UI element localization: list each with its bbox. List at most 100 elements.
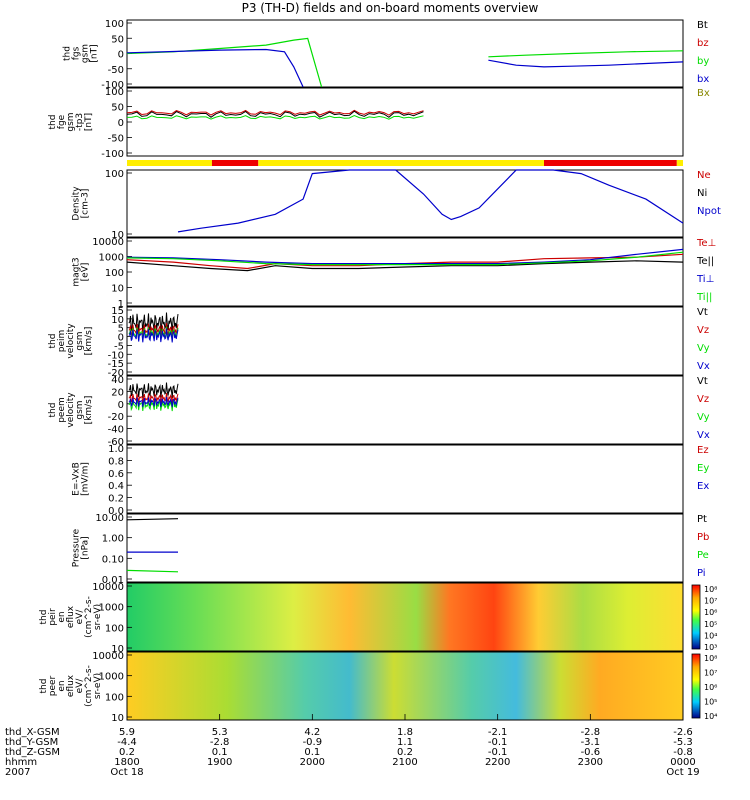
y-tick-label: 20 [111,387,124,398]
panel-frame [126,444,684,514]
colorbar-tick: 10⁴ [704,712,717,721]
x-tick-value: 2000 [300,757,325,768]
y-tick-label: -50 [108,134,124,145]
y-tick-label: -15 [108,359,124,370]
legend-entry: Ti⊥ [696,274,714,285]
legend-entry: by [697,56,709,67]
y-tick-label: 0.01 [102,575,124,586]
x-tick-value: 1.8 [397,727,413,738]
y-tick-label: 0 [118,50,124,61]
panel-efield: 1.00.8 0.60.4 0.20.0 E=-VxB [mV/m] Ez Ey Ex [72,444,710,517]
y-axis-label: Density [72,186,82,221]
x-tick-value: -0.6 [581,747,601,758]
legend-entry: Te⊥ [696,238,716,249]
legend-entry: Npot [697,206,721,217]
panel-pressure: 10.00 1.00 0.10 0.01 Pressure [nPa] Pt Pb Pe Pi [72,513,710,586]
y-tick-label: 1.0 [108,444,124,455]
legend-entry: Pt [697,514,707,525]
y-axis-label: thd [39,679,49,694]
fge-green-trace [126,114,424,120]
y-axis-label: thd [48,115,58,130]
y-tick-label: 1 [118,299,124,310]
y-axis-label: [nT] [90,44,100,62]
mode-bar-segment [211,160,259,166]
y-tick-label: 0.0 [108,506,124,517]
colorbar-tick: 10⁶ [704,608,717,617]
y-tick-label: 0.4 [108,481,124,492]
x-tick-value: 1800 [114,757,139,768]
colorbar-tick: 10⁸ [704,585,717,594]
y-tick-label: 10 [111,284,124,295]
panel-frame [126,169,684,238]
series-temp-line [126,251,684,266]
mode-bar-segment [258,160,544,166]
x-tick-value: -5.3 [673,737,693,748]
colorbar-tick: 10⁷ [704,669,717,678]
x-tick-value: -2.1 [488,727,508,738]
y-axis-label: gsm [81,44,91,63]
y-tick-label: -60 [108,437,124,448]
x-tick-value: -2.8 [581,727,601,738]
series-temp-line [126,248,684,265]
y-tick-label: 100 [105,623,124,634]
y-axis-label: en [57,680,67,691]
y-axis-label: peir [48,608,58,626]
x-tick-value: -3.1 [581,737,601,748]
y-tick-label: -20 [108,368,124,379]
fge-red-trace [126,109,424,116]
y-tick-label: -50 [108,65,124,76]
panel-frame [126,513,684,583]
x-tick-value: 0000 [670,757,695,768]
peem-vx-trace [128,396,179,408]
panel-peer: 10⁸ 10⁷ 10⁶ 10⁵ 10⁴ 10000 1000 100 10 thd peer en ef… [39,651,717,724]
legend-entry: Bt [697,20,708,31]
y-axis-label: [mV/m] [81,462,91,496]
y-axis-label: Pressure [72,528,82,567]
panel-temp: 10000 1000 100 10 1 magt3 [eV] Te⊥ Te|| Ti⊥ Ti|| [72,237,717,310]
y-axis-label: (cm^2-s- [84,596,94,638]
x-tick-value: 0.2 [119,747,135,758]
peim-vx-trace [128,328,179,343]
y-axis-label: [km/s] [84,396,94,425]
y-tick-label: 100 [105,692,124,703]
series-fgs-line [126,37,323,88]
y-tick-label: -5 [114,341,124,352]
x-tick-value: 2200 [485,757,510,768]
y-tick-label: -20 [108,412,124,423]
y-tick-label: 1000 [99,603,124,614]
legend-entry: Ex [697,481,709,492]
y-tick-label: 10000 [92,651,124,662]
y-axis-label: [km/s] [84,327,94,356]
series-pressure-line [126,518,179,521]
legend-entry: Vz [697,325,709,336]
x-tick-value: -2.6 [673,727,693,738]
legend-entry: Vt [697,376,708,387]
y-tick-label: 10000 [92,237,124,248]
y-axis-label: thd [48,334,58,349]
y-axis-label: peim [57,330,67,353]
x-tick-value: 5.9 [119,727,135,738]
legend-entry: Vt [697,307,708,318]
y-axis-label: sr-eV) [93,604,103,630]
spectrogram-peer [127,652,683,720]
colorbar-peer [691,653,701,719]
y-tick-label: 50 [111,34,124,45]
peim-vz-trace [128,323,179,338]
legend-entry: Vy [697,412,710,423]
mode-bar-segment [127,160,212,166]
y-axis-label: peer [48,675,58,696]
y-tick-label: 100 [105,19,124,30]
colorbar-tick: 10⁷ [704,597,717,606]
y-axis-label: eV/ [75,609,85,625]
x-row-label: thd_Y-GSM [5,737,58,748]
x-tick-value: 2300 [578,757,603,768]
y-tick-label: 1000 [99,672,124,683]
y-axis-label: eV/ [75,678,85,694]
y-tick-label: 10 [111,713,124,724]
y-axis-label: gsm [66,112,76,131]
spectrogram-peir [127,583,683,651]
y-tick-label: 0 [118,333,124,344]
series-fgs-line [488,50,684,58]
legend-entry: Pe [697,550,709,561]
